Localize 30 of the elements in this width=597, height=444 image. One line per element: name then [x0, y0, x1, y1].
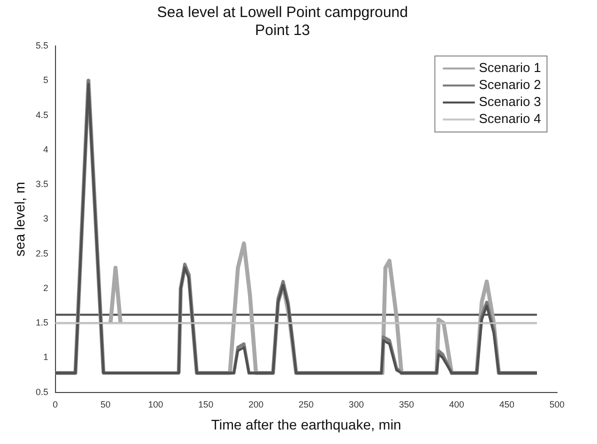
- x-tick-label: 400: [449, 399, 464, 410]
- y-tick-label: 2: [43, 282, 48, 293]
- x-tick-label: 200: [248, 399, 264, 410]
- x-tick-label: 450: [499, 399, 514, 410]
- x-tick-label: 100: [148, 399, 164, 410]
- legend-label: Scenario 3: [478, 94, 542, 110]
- y-tick-label: 4.5: [36, 110, 48, 120]
- y-tick-label: 1.5: [36, 318, 48, 328]
- chart-subtitle: Point 13: [254, 22, 310, 40]
- y-tick-label: 5.5: [36, 40, 48, 50]
- x-tick-label: 300: [348, 399, 364, 410]
- y-tick-label: 1: [43, 352, 48, 362]
- y-tick-label: 3.5: [36, 179, 48, 190]
- y-axis-title: sea level, m: [11, 182, 28, 257]
- legend-label: Scenario 4: [478, 111, 542, 126]
- y-tick-label: 2.5: [36, 248, 48, 258]
- y-tick-label: 3: [43, 214, 48, 224]
- x-tick-label: 250: [298, 399, 314, 410]
- x-tick-label: 0: [52, 399, 58, 410]
- y-tick-label: 5: [43, 75, 48, 86]
- x-axis-title: Time after the earthquake, min: [211, 416, 402, 432]
- x-tick-label: 350: [398, 399, 414, 410]
- y-tick-label: 0.5: [36, 386, 48, 397]
- x-tick-label: 50: [100, 399, 110, 410]
- legend-label: Scenario 2: [478, 77, 542, 92]
- x-tick-label: 500: [549, 399, 565, 410]
- x-tick-label: 150: [198, 399, 214, 410]
- y-tick-label: 4: [43, 144, 48, 154]
- legend-label: Scenario 1: [478, 60, 542, 76]
- chart-title: Sea level at Lowell Point campground: [157, 4, 408, 22]
